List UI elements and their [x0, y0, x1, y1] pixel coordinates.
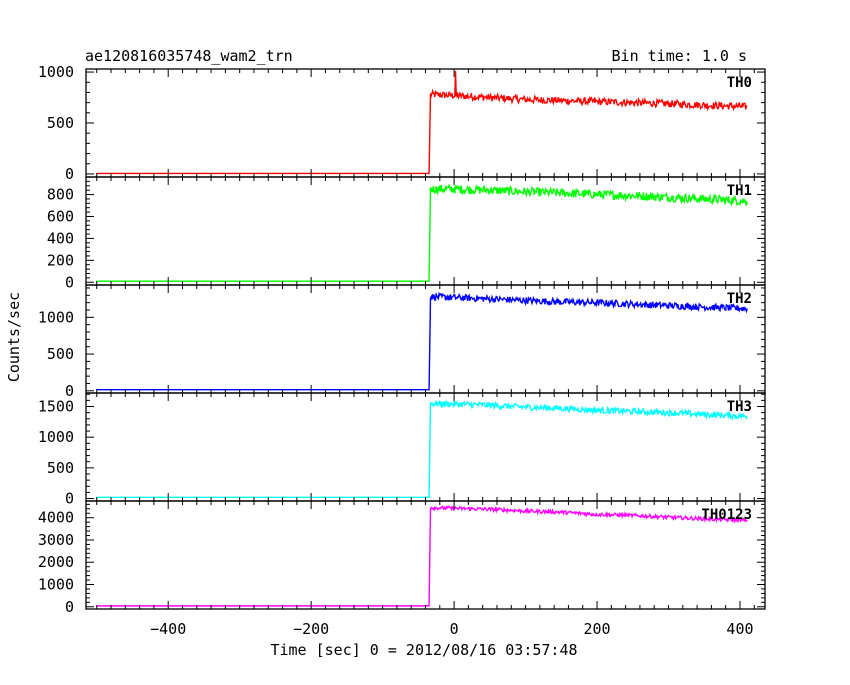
y-tick-label: 3000 [38, 531, 74, 549]
y-tick-label: 0 [65, 382, 74, 400]
panel-label-th0: TH0 [727, 75, 752, 91]
panel-frame-th1 [85, 176, 766, 286]
y-tick-label: 400 [47, 229, 74, 247]
panel-frame-th3 [85, 392, 766, 502]
y-tick-label: 600 [47, 207, 74, 225]
y-tick-label: 1000 [38, 63, 74, 81]
y-tick-label: 2000 [38, 553, 74, 571]
y-tick-label: 4000 [38, 509, 74, 527]
y-tick-label: 500 [47, 345, 74, 363]
series-line-th1 [96, 183, 748, 282]
x-tick-label: −400 [150, 620, 186, 638]
panel-th3: 0 500 1000 1500 TH3 [38, 392, 766, 508]
x-axis-label: Time [sec] 0 = 2012/08/16 03:57:48 [270, 641, 577, 659]
y-axis-label: Counts/sec [5, 292, 23, 382]
x-tick-label: 0 [450, 620, 459, 638]
y-tick-label: 1000 [38, 428, 74, 446]
panel-label-th1: TH1 [727, 183, 752, 199]
panel-frame-th2 [85, 284, 766, 394]
y-tick-label: 800 [47, 186, 74, 204]
y-tick-label: 500 [47, 114, 74, 132]
y-tick-label: 1000 [38, 308, 74, 326]
series-line-th0 [96, 71, 748, 175]
series-line-th0123 [96, 504, 748, 607]
series-line-th2 [96, 291, 748, 391]
panel-th2: 0 500 1000 TH2 [38, 284, 766, 400]
y-tick-label: 0 [65, 490, 74, 508]
y-tick-label: 1500 [38, 398, 74, 416]
panel-th0: 0 500 1000 TH0 [38, 63, 766, 183]
panel-th0123: 0 1000 2000 3000 4000 TH0123 [38, 500, 766, 616]
series-line-th3 [96, 399, 748, 499]
panel-label-th2: TH2 [727, 291, 752, 307]
x-tick-label: 200 [583, 620, 610, 638]
header-right-title: Bin time: 1.0 s [612, 47, 747, 65]
x-tick-label: 400 [726, 620, 753, 638]
y-tick-label: 0 [65, 273, 74, 291]
panel-label-th0123: TH0123 [701, 507, 752, 523]
y-tick-label: 0 [65, 165, 74, 183]
y-tick-label: 200 [47, 251, 74, 269]
panel-label-th3: TH3 [727, 399, 752, 415]
y-tick-label: 1000 [38, 576, 74, 594]
panel-group: 0 500 1000 TH0 0 200 400 600 800 TH1 0 500 1000 TH2 0 5… [38, 63, 766, 638]
y-tick-label: 500 [47, 459, 74, 477]
y-tick-label: 0 [65, 598, 74, 616]
header-left-title: ae120816035748_wam2_trn [85, 47, 293, 65]
panel-frame-th0 [85, 68, 766, 178]
panel-th1: 0 200 400 600 800 TH1 [47, 176, 766, 291]
x-tick-label: −200 [293, 620, 329, 638]
